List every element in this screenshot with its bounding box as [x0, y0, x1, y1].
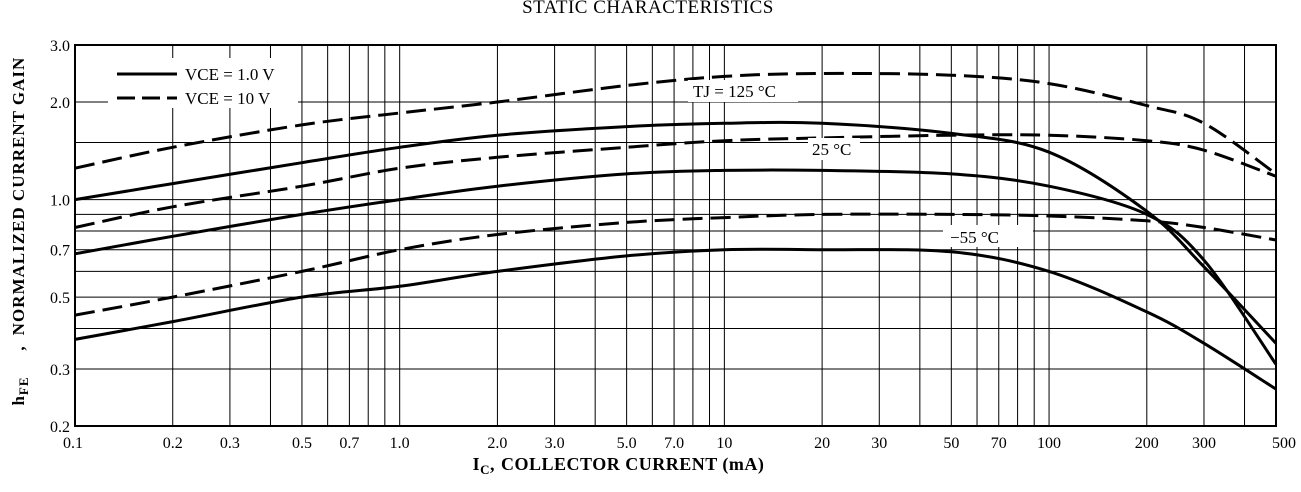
annotation-bg-125 — [688, 80, 798, 102]
y-axis-separator: , — [9, 345, 28, 350]
y-tick-label: 0.7 — [50, 243, 70, 260]
y-tick-labels: 0.2 0.3 0.5 0.7 1.0 2.0 3.0 — [50, 38, 70, 436]
x-tick-label: 0.7 — [339, 435, 359, 452]
annotation-bg-25 — [808, 138, 860, 160]
y-axis-label: NORMALIZED CURRENT GAIN — [9, 57, 28, 336]
y-axis-symbol: hFE — [9, 376, 31, 405]
series-line-tj-125-vce-10 — [74, 71, 1277, 176]
legend-box — [108, 58, 298, 108]
x-tick-label: 1.0 — [390, 435, 410, 452]
x-tick-label: 10 — [716, 435, 732, 452]
y-tick-label: 1.0 — [50, 193, 70, 210]
x-axis-label: COLLECTOR CURRENT (mA) — [501, 454, 764, 475]
x-tick-label: 50 — [943, 435, 959, 452]
x-tick-label: 30 — [871, 435, 887, 452]
y-tick-label: 0.5 — [50, 290, 70, 307]
annotation-tj-25: 25 °C — [812, 140, 851, 159]
x-tick-label: 7.0 — [664, 435, 684, 452]
grid — [75, 45, 1276, 426]
y-tick-label: 0.2 — [50, 419, 70, 436]
annotation-bg-m55 — [943, 225, 1033, 247]
curves — [74, 71, 1278, 391]
x-tick-label: 2.0 — [487, 435, 507, 452]
x-tick-label: 70 — [991, 435, 1007, 452]
x-tick-label: 0.2 — [163, 435, 183, 452]
legend-entry-dashed: VCE = 10 V — [185, 89, 271, 108]
x-tick-label: 0.1 — [63, 435, 83, 452]
x-tick-label: 100 — [1037, 435, 1061, 452]
chart-title: STATIC CHARACTERISTICS — [522, 0, 774, 18]
plot-frame — [74, 44, 1277, 427]
x-tick-label: 20 — [814, 435, 830, 452]
annotation-tj-125: TJ = 125 °C — [693, 82, 776, 101]
series-line-tj--55-vce-1.0 — [74, 247, 1277, 391]
annotation-tj-m55: −55 °C — [950, 228, 999, 247]
x-tick-label: 0.5 — [292, 435, 312, 452]
series-line-tj-25-vce-10 — [74, 133, 1277, 229]
x-tick-label: 5.0 — [617, 435, 637, 452]
x-axis-symbol: IC, — [473, 454, 495, 477]
y-tick-label: 3.0 — [50, 38, 70, 55]
legend: VCE = 1.0 V VCE = 10 V — [108, 58, 298, 108]
legend-entry-solid: VCE = 1.0 V — [185, 65, 275, 84]
x-tick-label: 200 — [1135, 435, 1159, 452]
series-line-tj--55-vce-10 — [74, 212, 1277, 317]
series-line-tj-25-vce-1.0 — [74, 168, 1278, 366]
x-tick-label: 300 — [1192, 435, 1216, 452]
x-tick-labels: 0.1 0.2 0.3 0.5 0.7 1.0 2.0 3.0 5.0 7.0 10 20 30 50 70… — [63, 435, 1296, 452]
y-tick-label: 0.3 — [50, 362, 70, 379]
x-tick-label: 3.0 — [545, 435, 565, 452]
x-tick-label: 500 — [1272, 435, 1296, 452]
x-tick-label: 0.3 — [220, 435, 240, 452]
series-line-tj-125-vce-1.0 — [74, 120, 1278, 345]
y-tick-label: 2.0 — [50, 95, 70, 112]
